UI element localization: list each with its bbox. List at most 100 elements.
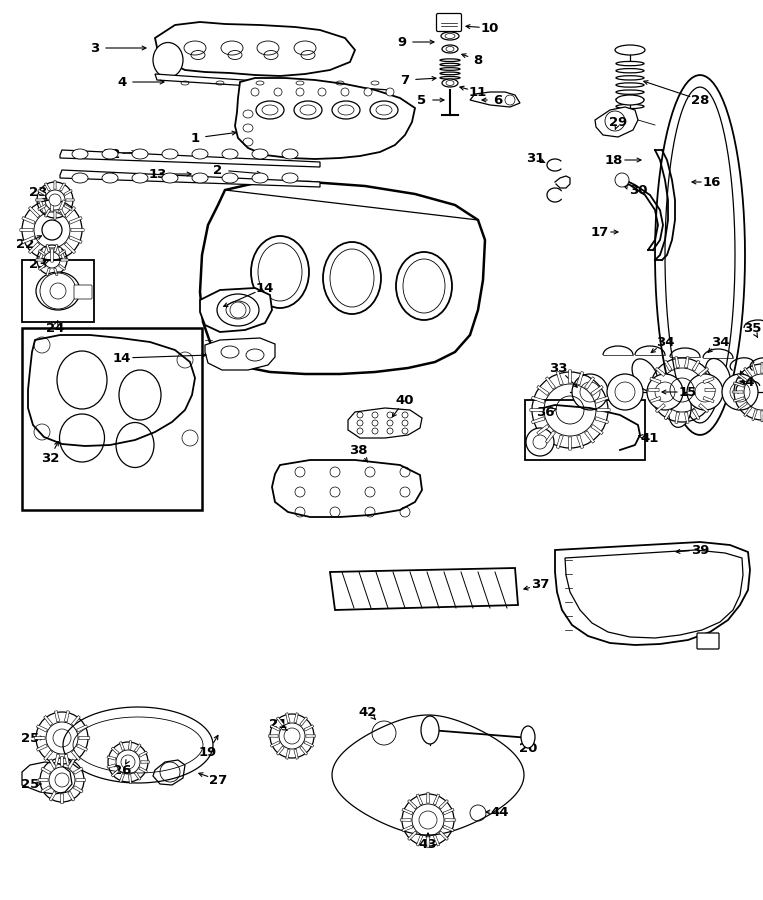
Ellipse shape: [102, 173, 118, 183]
Polygon shape: [46, 244, 50, 252]
FancyBboxPatch shape: [22, 328, 202, 510]
Polygon shape: [556, 435, 563, 448]
Ellipse shape: [282, 173, 298, 183]
Text: 23: 23: [29, 185, 47, 199]
Ellipse shape: [615, 45, 645, 55]
Polygon shape: [205, 338, 275, 370]
FancyBboxPatch shape: [525, 400, 645, 460]
Text: 35: 35: [743, 321, 761, 335]
Polygon shape: [39, 200, 46, 213]
Polygon shape: [655, 403, 665, 412]
Polygon shape: [556, 372, 563, 385]
Polygon shape: [733, 397, 745, 402]
FancyBboxPatch shape: [697, 633, 719, 649]
Polygon shape: [28, 242, 40, 254]
Polygon shape: [59, 265, 66, 270]
Text: 13: 13: [149, 167, 167, 181]
Polygon shape: [705, 389, 716, 392]
Ellipse shape: [132, 173, 148, 183]
Ellipse shape: [282, 149, 298, 159]
Polygon shape: [37, 204, 46, 211]
Polygon shape: [68, 791, 75, 801]
Polygon shape: [433, 794, 439, 805]
Polygon shape: [584, 431, 594, 443]
Polygon shape: [28, 206, 40, 218]
Polygon shape: [72, 716, 80, 725]
Ellipse shape: [132, 149, 148, 159]
Polygon shape: [72, 751, 80, 760]
Polygon shape: [155, 74, 392, 95]
Circle shape: [251, 88, 259, 96]
Polygon shape: [50, 249, 53, 262]
Circle shape: [722, 374, 758, 410]
Polygon shape: [732, 391, 743, 393]
Ellipse shape: [102, 149, 118, 159]
Polygon shape: [76, 724, 88, 732]
Polygon shape: [38, 778, 48, 781]
Polygon shape: [22, 236, 35, 244]
Text: 16: 16: [703, 176, 721, 188]
Circle shape: [615, 173, 629, 187]
Polygon shape: [120, 774, 124, 782]
Polygon shape: [269, 734, 278, 737]
Polygon shape: [36, 259, 43, 261]
Polygon shape: [595, 396, 609, 403]
Circle shape: [49, 194, 61, 206]
Ellipse shape: [192, 149, 208, 159]
Polygon shape: [655, 367, 665, 376]
Ellipse shape: [153, 42, 183, 77]
Polygon shape: [532, 417, 545, 424]
Polygon shape: [276, 746, 285, 755]
Polygon shape: [675, 356, 680, 368]
Polygon shape: [761, 411, 763, 422]
Polygon shape: [36, 199, 44, 201]
Ellipse shape: [192, 173, 208, 183]
Polygon shape: [427, 792, 430, 803]
Polygon shape: [530, 409, 543, 411]
Polygon shape: [134, 772, 141, 780]
Circle shape: [42, 220, 62, 240]
Polygon shape: [407, 831, 417, 841]
Polygon shape: [402, 825, 413, 832]
Polygon shape: [60, 183, 66, 191]
Circle shape: [274, 88, 282, 96]
Text: 2: 2: [214, 164, 223, 176]
Text: 20: 20: [519, 742, 537, 754]
Polygon shape: [744, 407, 752, 417]
Polygon shape: [54, 181, 56, 189]
Polygon shape: [53, 268, 58, 275]
Polygon shape: [69, 236, 82, 244]
Polygon shape: [546, 431, 555, 443]
Polygon shape: [38, 249, 46, 256]
Polygon shape: [200, 288, 272, 332]
Text: 25: 25: [21, 778, 39, 790]
Polygon shape: [304, 724, 314, 731]
Ellipse shape: [396, 252, 452, 320]
Text: 5: 5: [417, 94, 427, 106]
Text: 19: 19: [199, 745, 217, 759]
Polygon shape: [64, 711, 69, 722]
FancyBboxPatch shape: [74, 285, 92, 299]
Polygon shape: [28, 335, 195, 446]
Text: 29: 29: [609, 115, 627, 129]
Polygon shape: [64, 189, 72, 195]
Polygon shape: [139, 752, 147, 757]
Circle shape: [318, 88, 326, 96]
Polygon shape: [46, 268, 50, 275]
Polygon shape: [684, 412, 689, 424]
Text: 41: 41: [641, 431, 659, 445]
Ellipse shape: [162, 149, 178, 159]
Ellipse shape: [72, 173, 88, 183]
Polygon shape: [272, 460, 422, 517]
Polygon shape: [60, 209, 66, 217]
Text: 27: 27: [209, 773, 227, 787]
Polygon shape: [407, 799, 417, 809]
Polygon shape: [68, 759, 75, 769]
Polygon shape: [64, 206, 76, 218]
Polygon shape: [664, 410, 672, 419]
Polygon shape: [76, 778, 85, 781]
Polygon shape: [577, 435, 584, 448]
Polygon shape: [69, 217, 82, 224]
Polygon shape: [49, 791, 56, 801]
Text: 22: 22: [16, 238, 34, 250]
